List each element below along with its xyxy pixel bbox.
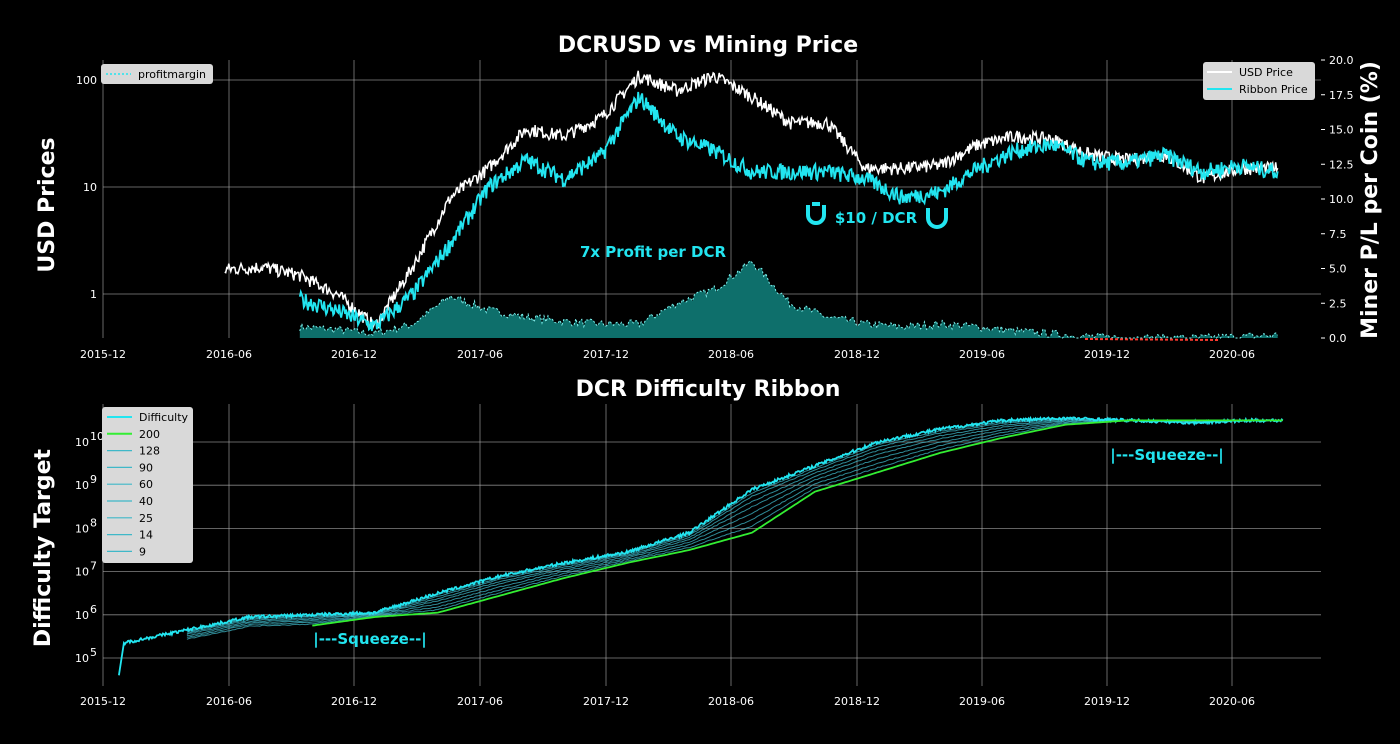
bottom-y-tick-label: 10 <box>75 609 89 622</box>
bottom-y-tick-label: 10 <box>75 566 89 579</box>
bottom-x-tick-label: 2016-12 <box>331 695 377 708</box>
profit-margin-loss-segment <box>1084 338 1221 341</box>
bottom-x-tick-label: 2018-12 <box>834 695 880 708</box>
bottom-grid: 2015-12 2016-06 2016-12 2017-06 2017-12 2018-… <box>75 404 1321 708</box>
legend-item-128: 128 <box>139 445 160 458</box>
top-x-tick-label: 2019-06 <box>959 348 1005 361</box>
right-y-tick-label: 15.0 <box>1329 124 1354 137</box>
right-y-tick-label: 12.5 <box>1329 158 1354 171</box>
top-y-tick-label: 100 <box>76 74 97 87</box>
top-x-tick-label: 2017-12 <box>583 348 629 361</box>
annotation-floor-text: $10 / DCR <box>835 209 918 227</box>
top-y-axis-label: USD Prices <box>35 137 60 272</box>
top-x-tick-label: 2016-06 <box>206 348 252 361</box>
right-y-tick-label: 7.5 <box>1329 228 1347 241</box>
legend-item-40: 40 <box>139 495 153 508</box>
legend-item-14: 14 <box>139 529 153 542</box>
top-x-tick-label: 2016-12 <box>331 348 377 361</box>
legend-profitmargin: profitmargin <box>101 64 213 84</box>
bottom-series-lines <box>118 415 1284 676</box>
legend-item-9: 9 <box>139 545 146 558</box>
right-y-tick-label: 2.5 <box>1329 297 1347 310</box>
top-x-tick-label: 2018-06 <box>708 348 754 361</box>
annotation-squeeze-2: |---Squeeze--| <box>1110 446 1224 465</box>
magnet-right-icon <box>926 208 948 229</box>
bottom-y-tick-exponent: 8 <box>90 516 97 529</box>
top-x-tick-label: 2020-06 <box>1209 348 1255 361</box>
legend-box <box>102 407 193 563</box>
top-x-tick-label: 2018-12 <box>834 348 880 361</box>
bottom-x-tick-label: 2018-06 <box>708 695 754 708</box>
legend-difficulty: Difficulty 200 128 90 60 40 25 14 9 <box>102 407 193 563</box>
bottom-x-tick-label: 2017-06 <box>457 695 503 708</box>
bottom-y-tick-label: 10 <box>75 436 89 449</box>
legend-box <box>101 64 213 84</box>
bottom-x-tick-label: 2019-06 <box>959 695 1005 708</box>
bottom-x-tick-label: 2016-06 <box>206 695 252 708</box>
bottom-y-tick-exponent: 5 <box>90 646 97 659</box>
top-y-tick-label: 10 <box>83 181 97 194</box>
annotation-squeeze-1: |---Squeeze--| <box>313 630 427 649</box>
annotation-peak-profit: 7x Profit per DCR <box>580 243 727 261</box>
bottom-y-tick-label: 10 <box>75 652 89 665</box>
top-chart-title: DCRUSD vs Mining Price <box>558 33 858 58</box>
legend-item-ribbon-price: Ribbon Price <box>1239 83 1308 96</box>
magnet-left-icon-tip <box>812 202 820 206</box>
top-y-tick-label: 1 <box>90 288 97 301</box>
legend-item-25: 25 <box>139 512 153 525</box>
legend-item-90: 90 <box>139 461 153 474</box>
magnet-left-icon <box>806 205 826 225</box>
top-x-tick-label: 2019-12 <box>1084 348 1130 361</box>
profit-margin-fill <box>299 260 1278 338</box>
right-y-tick-label: 10.0 <box>1329 193 1354 206</box>
bottom-chart-title: DCR Difficulty Ribbon <box>576 377 841 402</box>
top-grid: 2015-12 2016-06 2016-12 2017-06 2017-12 2018-… <box>76 54 1354 361</box>
bottom-y-tick-exponent: 7 <box>90 560 97 573</box>
bottom-y-axis-label: Difficulty Target <box>31 448 56 647</box>
right-y-tick-label: 20.0 <box>1329 54 1354 67</box>
ma200-line <box>312 419 1283 627</box>
right-y-tick-label: 17.5 <box>1329 89 1354 102</box>
bottom-y-tick-label: 10 <box>75 479 89 492</box>
profit-margin-area <box>299 259 1279 341</box>
bottom-x-tick-label: 2019-12 <box>1084 695 1130 708</box>
legend-item-usd-price: USD Price <box>1239 66 1293 79</box>
right-y-tick-label: 5.0 <box>1329 263 1347 276</box>
legend-item-profitmargin: profitmargin <box>138 68 206 81</box>
right-y-tick-label: 0.0 <box>1329 332 1347 345</box>
top-series-lines <box>224 70 1279 332</box>
bottom-x-tick-label: 2015-12 <box>80 695 126 708</box>
legend-item-60: 60 <box>139 478 153 491</box>
difficulty-line <box>118 415 1284 676</box>
legend-item-200: 200 <box>139 428 160 441</box>
profit-margin-line <box>299 259 1279 340</box>
top-x-tick-label: 2017-06 <box>457 348 503 361</box>
bottom-x-tick-label: 2020-06 <box>1209 695 1255 708</box>
legend-prices: USD Price Ribbon Price <box>1203 62 1315 100</box>
top-x-tick-label: 2015-12 <box>80 348 126 361</box>
legend-item-difficulty: Difficulty <box>139 411 189 424</box>
top-right-y-axis-label: Miner P/L per Coin (%) <box>1358 61 1383 339</box>
annotation-floor: $10 / DCR <box>806 202 948 229</box>
ribbon-price-line <box>298 91 1279 332</box>
bottom-y-tick-exponent: 10 <box>90 430 104 443</box>
bottom-y-tick-exponent: 6 <box>90 603 97 616</box>
bottom-y-tick-exponent: 9 <box>90 473 97 486</box>
bottom-x-tick-label: 2017-12 <box>583 695 629 708</box>
bottom-y-tick-label: 10 <box>75 522 89 535</box>
